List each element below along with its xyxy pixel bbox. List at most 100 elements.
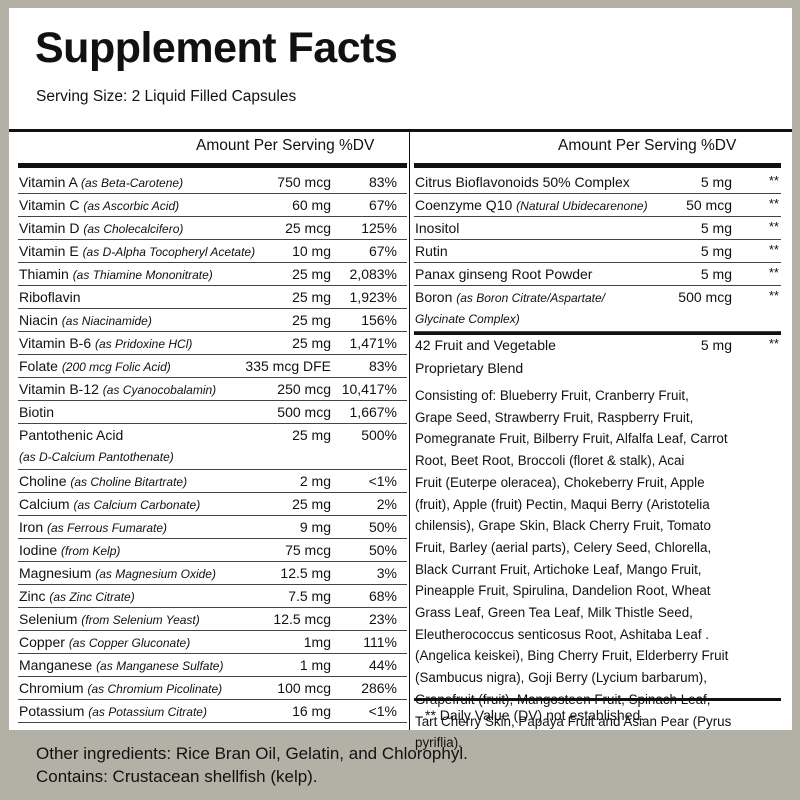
nutrient-amount: 335 mcg DFE xyxy=(245,358,331,374)
nutrient-amount: 5 mg xyxy=(700,174,732,190)
nutrient-source: (as Cyanocobalamin) xyxy=(102,383,217,397)
serving-size: Serving Size: 2 Liquid Filled Capsules xyxy=(36,88,297,105)
nutrient-dv: 10,417% xyxy=(341,381,397,397)
blend-divider xyxy=(414,332,781,335)
nutrient-amount: 25 mg xyxy=(292,289,331,305)
nutrient-dv: 3% xyxy=(376,565,397,581)
nutrient-name: Vitamin A xyxy=(19,174,78,190)
nutrient-source: (as Calcium Carbonate) xyxy=(73,498,201,512)
nutrient-name-group: Zinc (as Zinc Citrate) xyxy=(19,588,135,604)
nutrient-dv: <1% xyxy=(368,703,397,719)
proprietary-blend: 42 Fruit and Vegetable Proprietary Blend… xyxy=(414,335,781,750)
nutrient-amount: 5 mg xyxy=(700,266,732,282)
nutrient-amount: 5 mg xyxy=(700,243,732,259)
nutrient-name-group: Calcium (as Calcium Carbonate) xyxy=(19,496,200,512)
nutrient-dv: 1,923% xyxy=(349,289,397,305)
nutrient-source: (as D-Alpha Tocopheryl Acetate) xyxy=(82,245,256,259)
nutrient-name-group: Choline (as Choline Bitartrate) xyxy=(19,473,187,489)
nutrient-row: Choline (as Choline Bitartrate) 2 mg <1% xyxy=(18,470,407,493)
nutrient-name: Potassium xyxy=(19,703,85,719)
nutrient-source: (as Niacinamide) xyxy=(61,314,152,328)
nutrient-name-group: Iodine (from Kelp) xyxy=(19,542,120,558)
nutrient-source: (as Copper Gluconate) xyxy=(68,636,191,650)
nutrient-dv: ** xyxy=(768,219,779,234)
nutrient-source: (from Selenium Yeast) xyxy=(81,613,200,627)
nutrient-amount: 12.5 mcg xyxy=(273,611,331,627)
nutrient-name-group: Vitamin B-12 (as Cyanocobalamin) xyxy=(19,381,216,397)
nutrient-source: (as Beta-Carotene) xyxy=(81,176,184,190)
allergen-statement: Contains: Crustacean shellfish (kelp). xyxy=(36,767,318,786)
nutrient-source: (as Ascorbic Acid) xyxy=(83,199,180,213)
nutrient-amount: 25 mg xyxy=(292,312,331,328)
nutrient-row: Thiamin (as Thiamine Mononitrate) 25 mg 2,… xyxy=(18,263,407,286)
nutrient-row: Calcium (as Calcium Carbonate) 25 mg 2% xyxy=(18,493,407,516)
blend-title-line1: 42 Fruit and Vegetable xyxy=(415,337,556,353)
nutrient-name: Selenium xyxy=(19,611,78,627)
nutrient-source: (as Ferrous Fumarate) xyxy=(47,521,168,535)
nutrient-source: (as Choline Bitartrate) xyxy=(70,475,188,489)
nutrient-name-group: Thiamin (as Thiamine Mononitrate) xyxy=(19,266,213,282)
nutrient-amount: 25 mg xyxy=(292,335,331,351)
nutrient-name-group: Folate (200 mcg Folic Acid) xyxy=(19,358,171,374)
nutrient-source: (as Zinc Citrate) xyxy=(49,590,135,604)
nutrient-name: Vitamin E xyxy=(19,243,79,259)
nutrient-name: Citrus Bioflavonoids 50% Complex xyxy=(415,174,630,190)
nutrient-row: Boron (as Boron Citrate/Aspartate/Glycin… xyxy=(414,286,781,332)
nutrient-amount: 60 mg xyxy=(292,197,331,213)
nutrient-dv: ** xyxy=(768,242,779,257)
nutrient-dv: 50% xyxy=(368,519,397,535)
nutrient-dv: 2,083% xyxy=(349,266,397,282)
nutrient-name: Vitamin C xyxy=(19,197,80,213)
left-thick-divider xyxy=(18,163,407,168)
nutrient-amount: 750 mcg xyxy=(277,174,331,190)
footnote-divider xyxy=(414,698,781,701)
nutrient-amount: 2 mg xyxy=(299,473,331,489)
nutrient-source: (as Potassium Citrate) xyxy=(88,705,207,719)
nutrient-amount: 500 mcg xyxy=(678,289,732,305)
nutrient-dv: ** xyxy=(768,196,779,211)
nutrient-name: Copper xyxy=(19,634,65,650)
nutrient-source: (as Cholecalcifero) xyxy=(83,222,184,236)
dv-footnote: ** Daily Value (DV) not established. xyxy=(425,707,645,723)
nutrient-name: Vitamin B-12 xyxy=(19,381,99,397)
nutrient-dv: ** xyxy=(768,288,779,303)
nutrient-row: Coenzyme Q10 (Natural Ubidecarenone) 50 m… xyxy=(414,194,781,217)
nutrient-name: Iodine xyxy=(19,542,58,558)
nutrient-name: Vitamin D xyxy=(19,220,80,236)
nutrient-row: Citrus Bioflavonoids 50% Complex 5 mg ** xyxy=(414,171,781,194)
nutrient-source-line2: Glycinate Complex) xyxy=(415,312,520,326)
nutrient-name: Coenzyme Q10 xyxy=(415,197,513,213)
nutrient-amount: 75 mcg xyxy=(285,542,331,558)
blend-title-line2: Proprietary Blend xyxy=(415,360,524,376)
blend-dv: ** xyxy=(768,336,779,351)
right-nutrient-list: Citrus Bioflavonoids 50% Complex 5 mg ** Co… xyxy=(414,171,781,750)
nutrient-amount: 25 mg xyxy=(292,427,331,443)
nutrient-name-group: Citrus Bioflavonoids 50% Complex xyxy=(415,174,630,190)
nutrient-dv: 2% xyxy=(376,496,397,512)
nutrient-name-group: Riboflavin xyxy=(19,289,80,305)
nutrient-dv: 68% xyxy=(368,588,397,604)
other-ingredients: Other ingredients: Rice Bran Oil, Gelati… xyxy=(36,744,468,763)
nutrient-source: (as Magnesium Oxide) xyxy=(95,567,216,581)
top-divider xyxy=(9,129,792,132)
nutrient-dv: ** xyxy=(768,265,779,280)
nutrient-name: Inositol xyxy=(415,220,460,236)
header-left: Amount Per Serving %DV xyxy=(196,137,375,154)
nutrient-name-group: Vitamin E (as D-Alpha Tocopheryl Acetate… xyxy=(19,243,255,259)
nutrient-name-group: Chromium (as Chromium Picolinate) xyxy=(19,680,222,696)
nutrient-row: Copper (as Copper Gluconate) 1mg 111% xyxy=(18,631,407,654)
nutrient-name-group: Manganese (as Manganese Sulfate) xyxy=(19,657,223,673)
nutrient-amount: 1 mg xyxy=(299,657,331,673)
nutrient-row: Vitamin A (as Beta-Carotene) 750 mcg 83% xyxy=(18,171,407,194)
nutrient-dv: 67% xyxy=(368,243,397,259)
blend-ingredients: Consisting of: Blueberry Fruit, Cranberr… xyxy=(415,388,732,751)
left-nutrient-list: Vitamin A (as Beta-Carotene) 750 mcg 83% Vi… xyxy=(18,171,407,723)
nutrient-name: Pantothenic Acid xyxy=(19,427,124,443)
nutrient-row: Vitamin B-6 (as Pridoxine HCl) 25 mg 1,471… xyxy=(18,332,407,355)
nutrient-name: Folate xyxy=(19,358,58,374)
nutrient-source-line2: (as D-Calcium Pantothenate) xyxy=(19,450,174,464)
nutrient-dv: 83% xyxy=(368,358,397,374)
nutrient-row: Vitamin E (as D-Alpha Tocopheryl Acetate… xyxy=(18,240,407,263)
nutrient-row: Magnesium (as Magnesium Oxide) 12.5 mg 3% xyxy=(18,562,407,585)
nutrient-row: Riboflavin 25 mg 1,923% xyxy=(18,286,407,309)
